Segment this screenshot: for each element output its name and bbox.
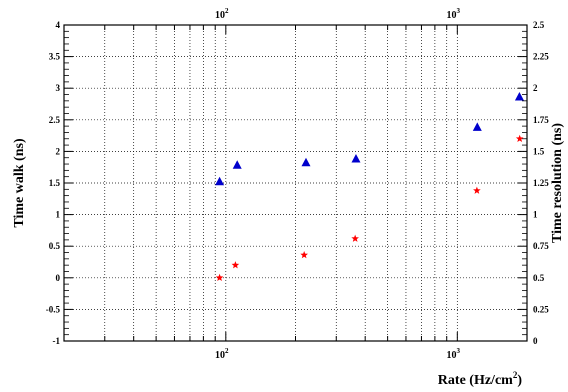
x-tick-label-top: 103	[447, 7, 461, 21]
y-right-tick-label: 1.25	[533, 178, 549, 188]
y-right-tick-label: 1	[533, 210, 538, 220]
star-marker	[516, 135, 524, 142]
y-right-tick-label: 0.75	[533, 241, 549, 251]
y-left-tick-label: -0.5	[46, 304, 61, 314]
x-tick-labels: 102 102 103 103	[215, 7, 461, 361]
triangle-marker	[473, 122, 482, 131]
y-left-tick-label: 1.5	[49, 178, 61, 188]
y-left-tick-label: 0.5	[49, 241, 61, 251]
y-axis-left-title: Time walk (ns)	[12, 138, 27, 228]
star-marker	[473, 187, 481, 194]
star-marker	[232, 261, 240, 268]
grid	[64, 25, 527, 341]
star-marker	[300, 251, 308, 258]
x-tick-label-top: 102	[215, 7, 229, 21]
y-axis-right-title: Time resolution (ns)	[550, 123, 565, 243]
y-right-tick-label: 0.25	[533, 304, 549, 314]
star-marker	[351, 235, 359, 242]
series-marks	[215, 92, 524, 281]
y-right-tick-label: 2.25	[533, 52, 549, 62]
y-right-tick-label: 1.5	[533, 146, 545, 156]
right-tick-labels: 0 0.25 0.5 0.75 1 1.25 1.5 1.75 2 2.25 2.5	[533, 20, 549, 346]
y-left-tick-label: 3.5	[49, 52, 61, 62]
y-left-tick-label: 2.5	[49, 115, 61, 125]
triangle-marker	[515, 92, 524, 101]
triangle-marker	[301, 158, 310, 167]
y-left-tick-label: 1	[56, 210, 61, 220]
triangle-marker	[351, 154, 360, 163]
triangle-marker	[233, 160, 242, 169]
y-left-tick-label: 2	[56, 146, 61, 156]
triangle-marker	[215, 177, 224, 186]
y-right-tick-label: 2.5	[533, 20, 545, 30]
y-left-tick-label: -1	[53, 336, 61, 346]
y-right-tick-label: 0.5	[533, 273, 545, 283]
y-left-tick-label: 0	[56, 273, 61, 283]
y-left-tick-label: 4	[56, 20, 61, 30]
y-left-tick-label: 3	[56, 83, 61, 93]
x-tick-label-bottom: 103	[447, 347, 461, 361]
y-right-tick-label: 1.75	[533, 115, 549, 125]
y-right-tick-label: 0	[533, 336, 538, 346]
x-tick-label-bottom: 102	[215, 347, 229, 361]
star-marker	[216, 274, 224, 281]
y-right-tick-label: 2	[533, 83, 538, 93]
left-tick-labels: -1 -0.5 0 0.5 1 1.5 2 2.5 3 3.5 4	[46, 20, 61, 346]
x-axis-title: Rate (Hz/cm2)	[438, 370, 523, 388]
